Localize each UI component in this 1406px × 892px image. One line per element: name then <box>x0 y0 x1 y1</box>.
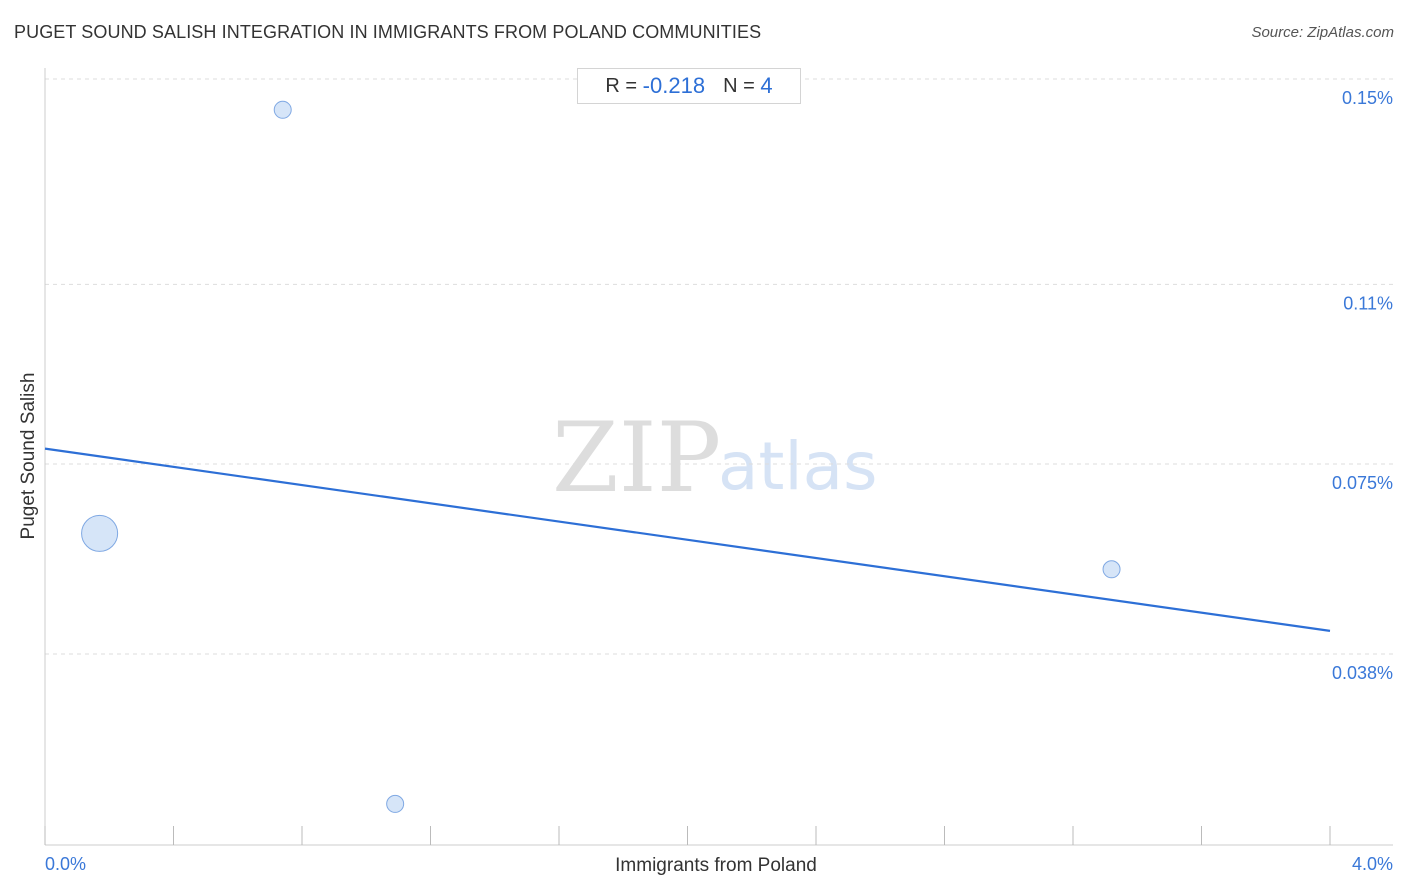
n-label: N = <box>723 74 755 97</box>
x-tick-label: 4.0% <box>1352 854 1393 874</box>
watermark-atlas: atlas <box>718 428 878 505</box>
y-tick-label: 0.038% <box>1332 663 1393 683</box>
data-point <box>1102 560 1121 579</box>
source-label: Source: ZipAtlas.com <box>1251 24 1394 41</box>
y-axis-label: Puget Sound Salish <box>18 373 39 540</box>
r-label: R = <box>605 74 638 97</box>
x-tick-label: 0.0% <box>45 854 86 874</box>
x-axis-label: Immigrants from Poland <box>615 855 817 876</box>
r-value: -0.218 <box>642 73 706 98</box>
point-layer <box>81 100 1121 813</box>
tick-label-layer: 0.15% 0.11% 0.075% 0.038% 0.0% 4.0% <box>45 88 1393 874</box>
grid-layer <box>45 78 1393 655</box>
data-point <box>81 514 119 552</box>
data-point <box>273 100 292 119</box>
chart-title: PUGET SOUND SALISH INTEGRATION IN IMMIGR… <box>14 22 762 42</box>
y-tick-label: 0.15% <box>1342 88 1393 108</box>
n-value: 4 <box>760 73 773 98</box>
correlation-stats-box: R = -0.218 N = 4 <box>577 68 801 104</box>
axis-layer <box>44 68 1393 846</box>
data-point <box>386 794 405 813</box>
watermark: ZIP atlas <box>552 402 878 514</box>
y-tick-label: 0.11% <box>1343 293 1393 313</box>
watermark-zip: ZIP <box>552 402 721 514</box>
trendline-layer <box>44 447 1331 632</box>
y-tick-label: 0.075% <box>1332 473 1393 493</box>
trendline <box>44 447 1331 632</box>
